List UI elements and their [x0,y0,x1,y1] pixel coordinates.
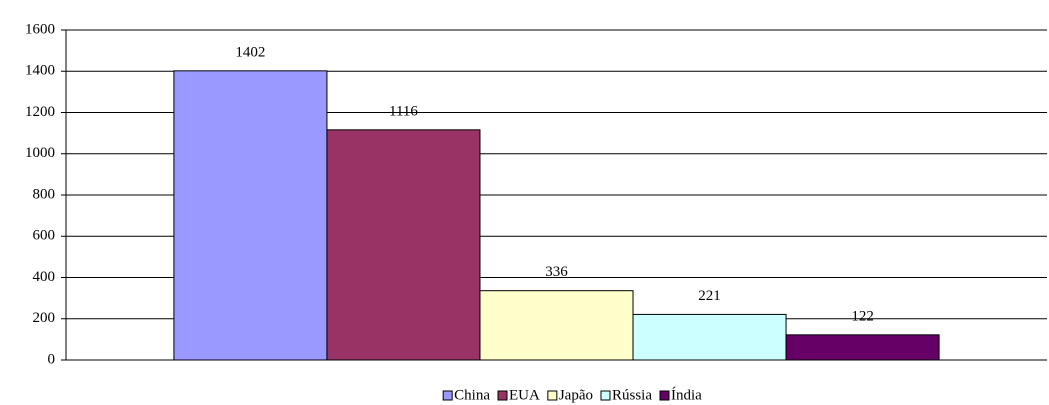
y-tick-label: 800 [33,186,56,202]
y-tick-label: 1600 [25,21,55,37]
data-label: 1116 [389,103,418,119]
data-label: 122 [851,308,874,324]
legend-label: China [454,387,490,403]
legend-swatch [442,390,453,401]
bar [479,290,634,361]
bar [785,334,940,361]
y-tick-label: 600 [33,228,56,244]
data-label: 221 [698,288,721,304]
legend-label: Japão [559,387,593,403]
legend-label: Rússia [612,387,652,403]
legend-label: EUA [509,387,540,403]
legend-swatch [600,390,611,401]
y-tick-label: 0 [48,351,56,367]
y-tick-label: 400 [33,269,56,285]
y-tick-label: 200 [33,310,56,326]
bar [632,313,787,361]
legend-label: Índia [671,386,702,403]
legend-swatch [547,390,558,401]
legend-swatch [497,390,508,401]
bar [326,129,481,361]
y-tick-label: 1200 [25,104,55,120]
bar [173,70,328,361]
legend-swatch [659,390,670,401]
data-label: 336 [545,264,568,280]
data-label: 1402 [235,44,265,60]
y-tick-label: 1400 [25,63,55,79]
y-tick-label: 1000 [25,145,55,161]
